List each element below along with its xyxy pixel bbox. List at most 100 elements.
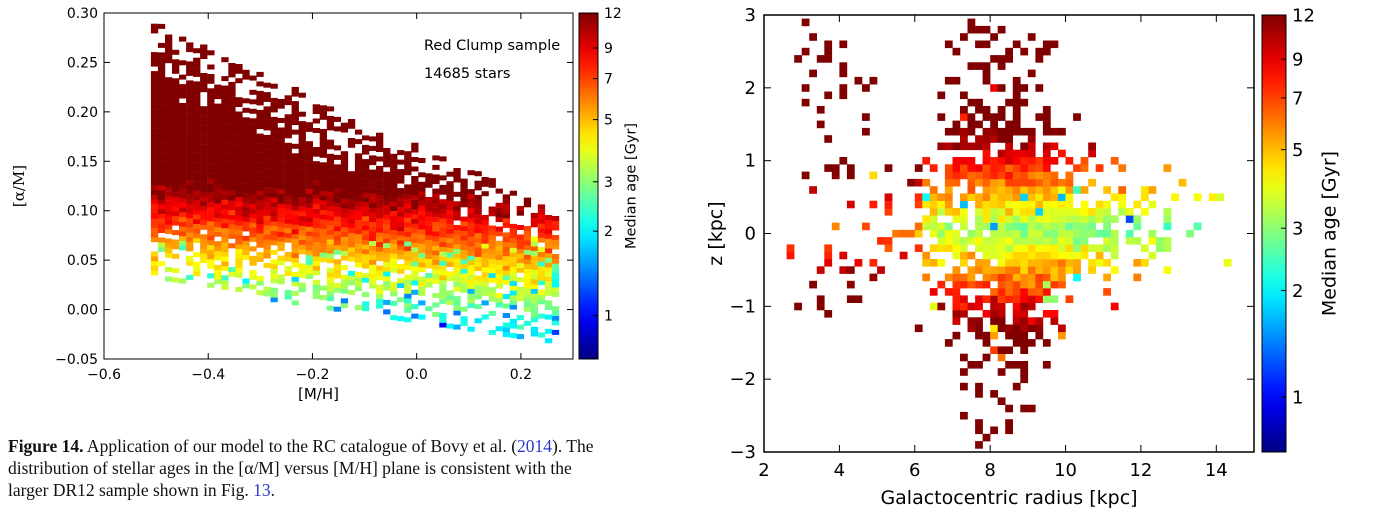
heatmap-cell: [990, 193, 998, 201]
heatmap-cell: [319, 186, 327, 191]
heatmap-cell: [446, 242, 454, 248]
heatmap-cell: [326, 281, 335, 287]
heatmap-cell: [1012, 251, 1021, 260]
heatmap-cell: [214, 179, 222, 185]
heatmap-cell: [1148, 200, 1157, 209]
heatmap-cell: [544, 271, 553, 277]
heatmap-cell: [263, 263, 271, 268]
heatmap-cell: [1050, 171, 1059, 180]
caption-figure-link[interactable]: 13: [253, 480, 271, 500]
heatmap-cell: [376, 137, 384, 143]
heatmap-cell: [200, 44, 208, 50]
heatmap-cell: [1080, 215, 1089, 223]
heatmap-cell: [509, 323, 517, 329]
heatmap-cell: [312, 227, 320, 233]
heatmap-cell: [362, 187, 370, 193]
heatmap-cell: [544, 305, 553, 311]
heatmap-cell: [298, 287, 306, 293]
heatmap-cell: [270, 131, 278, 137]
heatmap-cell: [340, 208, 349, 214]
heatmap-cell: [1020, 84, 1029, 92]
heatmap-cell: [975, 259, 983, 267]
heatmap-cell: [298, 268, 306, 274]
heatmap-cell: [975, 295, 983, 303]
heatmap-cell: [179, 278, 187, 284]
heatmap-cell: [221, 280, 229, 286]
heatmap-cell: [200, 120, 208, 126]
heatmap-cell: [474, 242, 482, 248]
heatmap-cell: [432, 278, 440, 284]
heatmap-cell: [1110, 237, 1119, 245]
heatmap-cell: [446, 195, 454, 201]
heatmap-cell: [305, 202, 313, 208]
heatmap-cell: [193, 100, 201, 106]
heatmap-cell: [186, 232, 194, 238]
heatmap-cell: [221, 256, 229, 262]
heatmap-cell: [298, 235, 306, 240]
heatmap-cell: [914, 324, 923, 333]
heatmap-cell: [291, 196, 299, 201]
heatmap-cell: [291, 205, 299, 211]
heatmap-cell: [228, 162, 236, 168]
heatmap-cell: [937, 237, 946, 245]
heatmap-cell: [362, 135, 370, 141]
heatmap-cell: [1012, 382, 1021, 391]
heatmap-cell: [411, 270, 419, 276]
heatmap-cell: [1012, 149, 1021, 158]
heatmap-cell: [530, 269, 539, 275]
heatmap-cell: [460, 235, 468, 241]
heatmap-cell: [1110, 302, 1119, 311]
caption-citation-link[interactable]: 2014: [517, 436, 553, 456]
heatmap-cell: [816, 302, 825, 311]
heatmap-cell: [340, 246, 349, 252]
heatmap-cell: [383, 162, 391, 168]
heatmap-cell: [150, 199, 159, 205]
heatmap-cell: [340, 222, 349, 228]
heatmap-cell: [530, 303, 539, 308]
heatmap-cell: [1042, 113, 1051, 121]
heatmap-cell: [404, 222, 412, 228]
heatmap-cell: [1095, 229, 1104, 238]
heatmap-cell: [1042, 127, 1051, 136]
heatmap-cell: [165, 119, 173, 125]
heatmap-cell: [207, 273, 215, 279]
heatmap-cell: [975, 317, 983, 325]
heatmap-cell: [937, 142, 946, 151]
heatmap-cell: [411, 218, 419, 224]
heatmap-cell: [298, 197, 306, 203]
heatmap-cell: [340, 189, 349, 195]
heatmap-cell: [291, 86, 299, 92]
heatmap-cell: [509, 261, 517, 267]
heatmap-cell: [481, 233, 489, 239]
heatmap-cell: [446, 261, 454, 267]
heatmap-cell: [937, 113, 946, 121]
heatmap-cell: [1020, 310, 1029, 318]
chart2-y-tick-label: 3: [745, 5, 756, 26]
heatmap-cell: [172, 121, 180, 126]
heatmap-cell: [439, 279, 447, 285]
heatmap-cell: [1012, 222, 1021, 231]
heatmap-cell: [340, 165, 349, 171]
heatmap-cell: [291, 129, 299, 135]
heatmap-cell: [150, 170, 159, 176]
heatmap-cell: [270, 211, 278, 217]
heatmap-cell: [523, 259, 532, 265]
chart2-y-tick-label: 2: [745, 78, 756, 99]
heatmap-cell: [439, 213, 447, 219]
heatmap-cell: [474, 199, 482, 205]
heatmap-cell: [975, 302, 983, 311]
heatmap-cell: [333, 211, 342, 217]
heatmap-cell: [1005, 186, 1013, 194]
heatmap-cell: [975, 208, 983, 216]
heatmap-cell: [179, 122, 187, 127]
heatmap-cell: [495, 259, 503, 265]
heatmap-cell: [1012, 200, 1021, 209]
heatmap-cell: [242, 197, 250, 203]
heatmap-cell: [446, 290, 454, 296]
heatmap-cell: [397, 226, 405, 232]
heatmap-cell: [207, 178, 215, 184]
heatmap-cell: [530, 246, 539, 252]
heatmap-cell: [530, 217, 539, 223]
heatmap-cell: [291, 158, 299, 163]
heatmap-cell: [432, 231, 440, 237]
